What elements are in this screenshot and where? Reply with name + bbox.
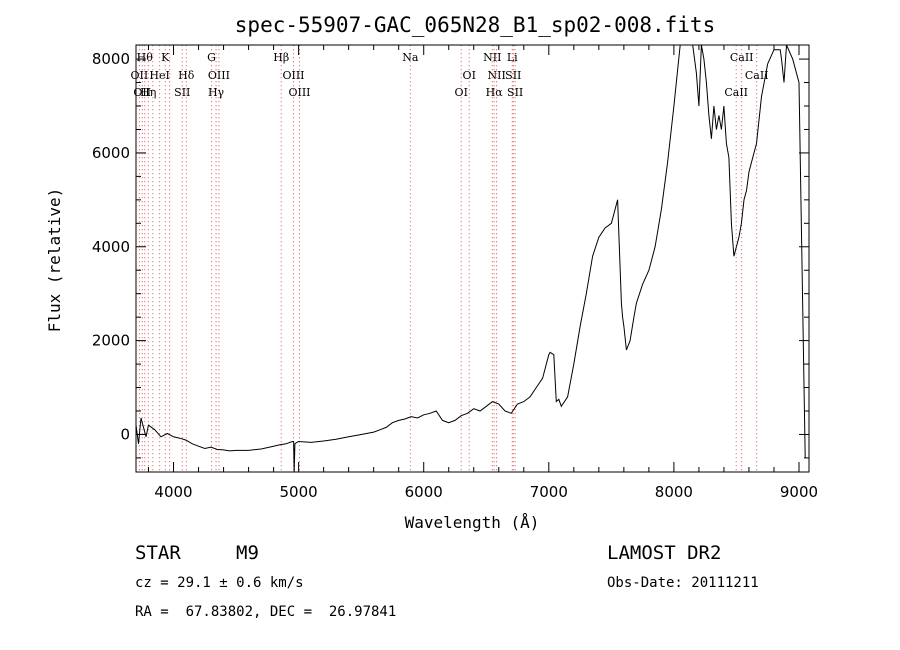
line-label-1: OII [133,86,151,99]
line-label-26: CaII [730,51,754,64]
x-tick-label: 9000 [780,483,818,501]
line-label-25: CaII [724,86,748,99]
line-label-15: OIII [288,86,310,99]
spectrum-series-line [135,44,806,473]
y-tick-label: 0 [120,425,130,443]
line-label-10: G [207,51,216,64]
line-label-18: OI [463,69,476,82]
x-tick-label: 5000 [280,483,318,501]
line-label-8: SII [174,86,190,99]
line-label-9: Hδ [178,69,195,82]
observation-date: Obs-Date: 20111211 [607,575,759,591]
line-label-3: Hη [140,86,156,99]
survey-name: LAMOST DR2 [607,542,722,564]
x-tick-label: 6000 [405,483,443,501]
x-tick-label: 7000 [530,483,568,501]
y-tick-label: 8000 [92,50,130,68]
line-label-17: OI [455,86,468,99]
x-axis-label: Wavelength (Å) [405,513,540,532]
chart-title: spec-55907-GAC_065N28_B1_sp02-008.fits [235,13,715,37]
object-class: STAR [135,542,181,564]
y-tick-label: 2000 [92,332,130,350]
line-label-6: K [161,51,170,64]
line-label-0: OII [131,69,149,82]
line-label-16: Na [402,51,419,64]
spectral-subclass: M9 [236,542,259,564]
redshift-velocity: cz = 29.1 ± 0.6 km/s [135,575,304,591]
line-label-14: OIII [282,69,304,82]
line-label-11: Hγ [208,86,225,99]
x-axis-ticks: 4000 5000 6000 7000 8000 9000 [148,45,818,501]
line-label-22: Li [507,51,518,64]
y-tick-label: 6000 [92,144,130,162]
y-tick-label: 4000 [92,238,130,256]
spectral-line-markers [138,45,758,472]
y-axis-label: Flux (relative) [45,188,64,333]
line-label-19: NII [483,51,501,64]
line-label-24: SII [507,86,523,99]
x-tick-label: 8000 [655,483,693,501]
line-label-21: NII [487,69,505,82]
line-label-23: SII [505,69,521,82]
spectral-line-labels: OII OII Hθ Hη HeI K SII Hδ G Hγ OIII Hβ OIII OIII Na OI… [131,51,769,99]
plot-frame [135,44,810,473]
line-label-27: CaII [745,69,769,82]
sky-coordinates: RA = 67.83802, DEC = 26.97841 [135,604,397,620]
line-label-13: Hβ [273,51,289,64]
line-label-20: Hα [486,86,504,99]
line-label-5: HeI [149,69,169,82]
x-tick-label: 4000 [154,483,192,501]
y-axis-ticks: 0 2000 4000 6000 8000 [92,50,809,459]
line-label-12: OIII [208,69,230,82]
line-label-2: Hθ [137,51,154,64]
